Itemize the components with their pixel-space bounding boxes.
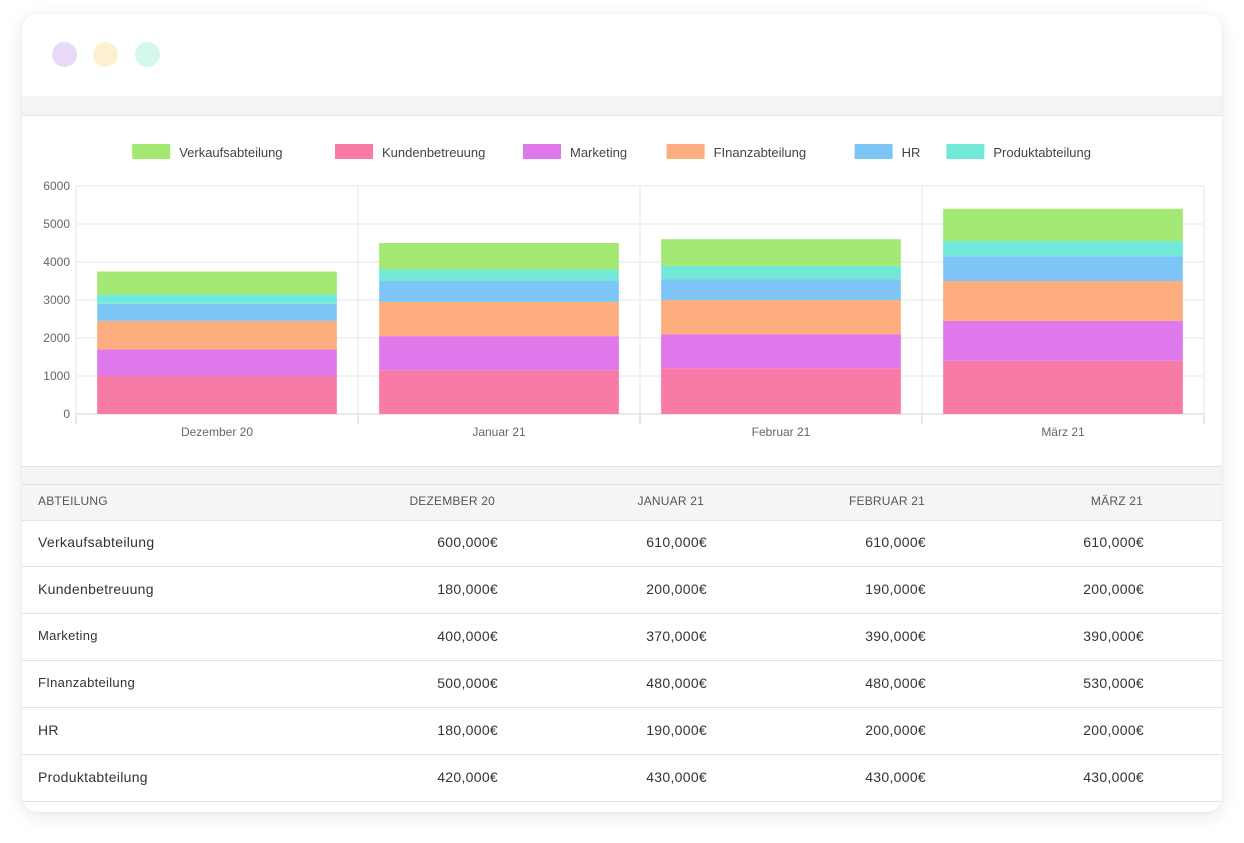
toolbar-strip xyxy=(22,96,1222,116)
table-header: ABTEILUNG DEZEMBER 20 JANUAR 21 FEBRUAR … xyxy=(22,484,1222,521)
row-label: Produktabteilung xyxy=(38,769,148,785)
y-tick-label: 4000 xyxy=(43,255,70,269)
bar-segment xyxy=(661,279,901,300)
y-tick-label: 5000 xyxy=(43,217,70,231)
row-label: Kundenbetreuung xyxy=(38,581,154,597)
bar-segment xyxy=(943,360,1183,414)
y-tick-label: 2000 xyxy=(43,331,70,345)
table-row: Kundenbetreuung 180,000€ 200,000€ 190,00… xyxy=(22,567,1222,614)
table-row: Marketing 400,000€ 370,000€ 390,000€ 390… xyxy=(22,614,1222,661)
cell-value: 180,000€ xyxy=(437,722,498,738)
maximize-window-button[interactable] xyxy=(135,42,160,67)
bar-segment xyxy=(379,281,619,302)
cell-value: 430,000€ xyxy=(646,769,707,785)
legend-label: Produktabteilung xyxy=(993,145,1091,160)
bar-segment xyxy=(379,243,619,270)
cell-value: 420,000€ xyxy=(437,769,498,785)
cell-value: 430,000€ xyxy=(865,769,926,785)
bar-segment xyxy=(943,208,1183,242)
cell-value: 200,000€ xyxy=(1083,581,1144,597)
row-label: Marketing xyxy=(38,628,98,643)
cell-value: 610,000€ xyxy=(865,534,926,550)
cell-value: 190,000€ xyxy=(865,581,926,597)
cell-value: 200,000€ xyxy=(646,581,707,597)
cell-value: 500,000€ xyxy=(437,675,498,691)
bar-segment xyxy=(97,376,337,414)
x-tick-label: März 21 xyxy=(1041,425,1085,439)
bar-segment xyxy=(943,320,1183,361)
close-window-button[interactable] xyxy=(52,42,77,67)
x-tick-label: Januar 21 xyxy=(472,425,526,439)
legend-swatch xyxy=(946,144,985,159)
bar-segment xyxy=(661,239,901,266)
stacked-bar-chart: 0 1000 2000 3000 4000 5000 6000 Dezember 20 Janu… xyxy=(43,144,1205,439)
bar-segment xyxy=(661,368,901,414)
cell-value: 400,000€ xyxy=(437,628,498,644)
row-label: Verkaufsabteilung xyxy=(38,534,155,550)
table-row: Produktabteilung 420,000€ 430,000€ 430,0… xyxy=(22,755,1222,802)
cell-value: 530,000€ xyxy=(1083,675,1144,691)
legend-label: HR xyxy=(902,145,921,160)
cell-value: 390,000€ xyxy=(865,628,926,644)
table-row: FInanzabteilung 500,000€ 480,000€ 480,00… xyxy=(22,661,1222,708)
app-window: 0 1000 2000 3000 4000 5000 6000 Dezember 20 Janu… xyxy=(22,14,1222,812)
legend-label: Verkaufsabteilung xyxy=(179,145,282,160)
bar-segment xyxy=(661,265,901,280)
cell-value: 480,000€ xyxy=(646,675,707,691)
legend-label: FInanzabteilung xyxy=(714,145,807,160)
cell-value: 610,000€ xyxy=(1083,534,1144,550)
bar-segment xyxy=(379,336,619,371)
bar-segment xyxy=(379,269,619,281)
legend-swatch xyxy=(666,144,705,159)
y-tick-label: 1000 xyxy=(43,369,70,383)
bar-segment xyxy=(943,256,1183,281)
legend-swatch xyxy=(132,144,171,159)
bar-segment xyxy=(97,320,337,350)
y-tick-label: 3000 xyxy=(43,293,70,307)
y-tick-label: 6000 xyxy=(43,179,70,193)
bar-segment xyxy=(379,301,619,337)
cell-value: 190,000€ xyxy=(646,722,707,738)
cell-value: 180,000€ xyxy=(437,581,498,597)
x-tick-label: Februar 21 xyxy=(752,425,811,439)
table-row: Verkaufsabteilung 600,000€ 610,000€ 610,… xyxy=(22,520,1222,567)
row-label: HR xyxy=(38,722,59,738)
x-tick-label: Dezember 20 xyxy=(181,425,253,439)
bar-segment xyxy=(97,294,337,304)
bar-segment xyxy=(97,271,337,295)
legend-label: Kundenbetreuung xyxy=(382,145,485,160)
bar-segment xyxy=(97,349,337,376)
legend-swatch xyxy=(335,144,373,159)
legend-swatch xyxy=(523,144,561,159)
header-maerz-21: MÄRZ 21 xyxy=(1090,494,1143,508)
header-februar-21: FEBRUAR 21 xyxy=(848,494,925,508)
minimize-window-button[interactable] xyxy=(93,42,118,67)
bar-segment xyxy=(661,300,901,335)
legend-swatch xyxy=(854,144,893,159)
bar-segment xyxy=(943,241,1183,257)
bar-segment xyxy=(943,281,1183,321)
cell-value: 610,000€ xyxy=(646,534,707,550)
cell-value: 370,000€ xyxy=(646,628,707,644)
header-dezember-20: DEZEMBER 20 xyxy=(409,494,495,508)
cell-value: 480,000€ xyxy=(865,675,926,691)
header-abteilung: ABTEILUNG xyxy=(38,494,108,508)
cell-value: 430,000€ xyxy=(1083,769,1144,785)
cell-value: 390,000€ xyxy=(1083,628,1144,644)
bar-segment xyxy=(97,303,337,321)
bar-segment xyxy=(379,370,619,414)
cell-value: 200,000€ xyxy=(865,722,926,738)
cell-value: 200,000€ xyxy=(1083,722,1144,738)
cell-value: 600,000€ xyxy=(437,534,498,550)
table-row: HR 180,000€ 190,000€ 200,000€ 200,000€ xyxy=(22,708,1222,755)
bar-segment xyxy=(661,334,901,369)
section-divider xyxy=(22,466,1222,485)
row-label: FInanzabteilung xyxy=(38,675,136,690)
title-bar xyxy=(22,14,1222,96)
legend-label: Marketing xyxy=(570,145,627,160)
header-januar-21: JANUAR 21 xyxy=(637,494,704,508)
y-tick-label: 0 xyxy=(63,407,70,421)
